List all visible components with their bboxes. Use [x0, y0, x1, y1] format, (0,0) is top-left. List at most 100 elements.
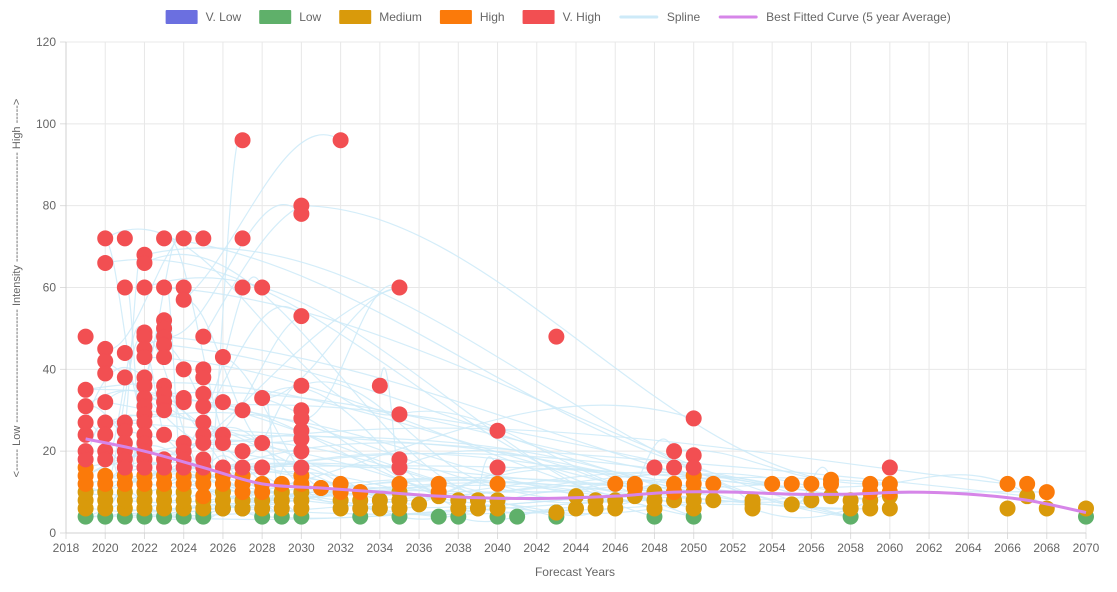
point-v-high [97, 451, 114, 468]
x-tick-label: 2052 [720, 541, 747, 555]
x-tick-label: 2036 [406, 541, 433, 555]
point-v-high [77, 398, 94, 415]
spline-line [262, 286, 400, 399]
point-v-high [136, 349, 153, 366]
x-tick-label: 2056 [798, 541, 825, 555]
point-v-high [156, 230, 173, 247]
point-medium [450, 492, 467, 509]
point-medium [371, 492, 388, 509]
point-medium [469, 492, 486, 509]
point-high [823, 471, 839, 488]
spline-line [222, 356, 322, 489]
point-high [273, 475, 290, 492]
y-tick-label: 20 [43, 444, 57, 458]
x-tick-label: 2068 [1033, 541, 1060, 555]
x-tick-label: 2026 [210, 541, 237, 555]
point-v-high [156, 279, 173, 296]
point-v-high [489, 459, 506, 476]
best-fit-curve [85, 437, 1087, 515]
spline-line [124, 411, 616, 501]
point-high [391, 475, 408, 492]
point-medium [999, 500, 1016, 517]
x-tick-label: 2030 [288, 541, 315, 555]
point-v-high [666, 459, 683, 476]
spline-line [301, 284, 400, 420]
point-v-high [254, 389, 271, 406]
spline-line [301, 205, 871, 485]
y-tick-label: 60 [43, 281, 57, 295]
point-high [705, 475, 722, 492]
point-v-high [136, 459, 153, 476]
x-tick-label: 2060 [876, 541, 903, 555]
spline-line [105, 482, 322, 518]
point-v-high [332, 132, 349, 149]
point-v-high [293, 377, 310, 394]
x-tick-label: 2054 [759, 541, 786, 555]
point-low [430, 508, 447, 525]
x-tick-label: 2020 [92, 541, 119, 555]
legend-item: Low [259, 10, 322, 24]
point-medium [587, 492, 604, 509]
legend: V. Low Low Medium High V. High Spline Best Fit… [165, 10, 951, 24]
point-v-high [97, 365, 114, 382]
point-v-high [685, 459, 702, 476]
point-v-high [548, 328, 565, 345]
spline-line [85, 389, 302, 518]
x-tick-label: 2066 [994, 541, 1021, 555]
legend-label: Spline [667, 10, 701, 24]
point-v-high [646, 459, 663, 476]
point-v-high [175, 230, 192, 247]
x-tick-label: 2024 [170, 541, 197, 555]
point-v-high [666, 443, 683, 460]
spline-line [144, 476, 890, 518]
point-v-high [234, 279, 251, 296]
point-v-high [234, 443, 251, 460]
x-axis-title: Forecast Years [535, 565, 615, 579]
point-v-high [195, 369, 212, 386]
spline-line [124, 486, 341, 518]
legend-item: V. Low [165, 10, 242, 24]
spline-line [418, 464, 636, 505]
y-tick-label: 120 [36, 35, 56, 49]
x-tick-label: 2044 [563, 541, 590, 555]
spline-line [85, 382, 812, 503]
point-high [97, 467, 114, 484]
legend-label: V. High [563, 10, 601, 24]
point-v-high [685, 410, 702, 427]
spline-line [164, 237, 694, 469]
x-tick-label: 2062 [916, 541, 943, 555]
legend-swatch [339, 10, 372, 24]
point-v-high [254, 459, 271, 476]
point-high [764, 475, 781, 492]
best-fit-curve-line [85, 437, 1087, 515]
legend-swatch [259, 10, 292, 24]
spline-line [163, 204, 302, 338]
point-medium [548, 504, 565, 521]
x-tick-label: 2064 [955, 541, 982, 555]
point-v-high [234, 402, 251, 419]
legend-label: V. Low [206, 10, 242, 24]
point-medium [411, 496, 428, 513]
point-medium [783, 496, 800, 513]
point-v-high [391, 459, 408, 476]
y-tick-label: 0 [49, 526, 56, 540]
point-v-high [156, 459, 173, 476]
x-tick-label: 2028 [249, 541, 276, 555]
point-v-high [156, 349, 173, 366]
x-tick-label: 2032 [327, 541, 354, 555]
x-tick-label: 2058 [837, 541, 864, 555]
data-points [77, 132, 1094, 525]
legend-item: Best Fitted Curve (5 year Average) [718, 10, 951, 24]
point-v-high [489, 422, 506, 439]
point-v-high [175, 361, 192, 378]
point-v-high [156, 426, 173, 443]
legend-swatch [522, 10, 555, 24]
point-v-high [881, 459, 898, 476]
point-high [607, 475, 624, 492]
point-v-high [293, 308, 310, 325]
point-v-high [254, 279, 271, 296]
spline-line [105, 258, 655, 501]
point-v-high [116, 230, 133, 247]
